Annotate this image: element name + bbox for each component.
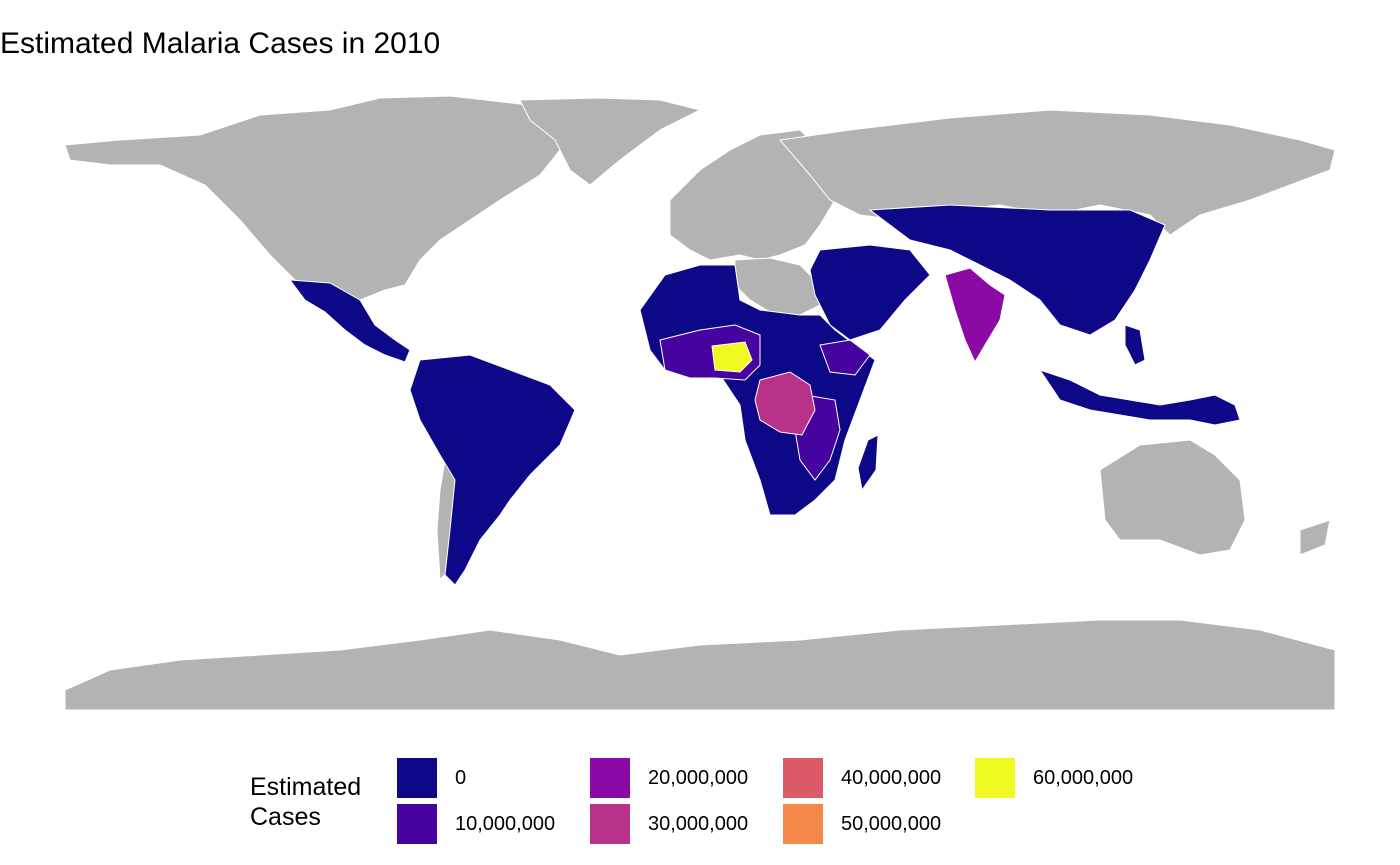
legend-key-swatch — [590, 758, 630, 798]
legend-key-label: 0 — [455, 767, 467, 789]
region-antarctica — [64, 619, 1336, 711]
region-north-africa — [734, 257, 821, 316]
region-new-zealand — [1299, 519, 1331, 556]
region-europe — [669, 129, 836, 261]
legend-key-swatch — [783, 758, 823, 798]
region-mexico-central-america — [288, 279, 411, 363]
region-middle-east — [809, 244, 931, 341]
region-madagascar — [857, 434, 879, 492]
legend-key-swatch — [975, 758, 1015, 798]
region-nigeria — [711, 341, 753, 373]
region-australia — [1099, 439, 1246, 556]
region-india — [944, 267, 1006, 364]
region-asia — [868, 204, 1166, 336]
legend-key-label: 30,000,000 — [648, 813, 749, 835]
legend-key-label: 60,000,000 — [1033, 767, 1134, 789]
data-regions — [288, 204, 1241, 586]
legend-key-label: 10,000,000 — [455, 813, 556, 835]
legend-title-line-1: Estimated — [250, 773, 362, 801]
legend-key-swatch — [590, 804, 630, 844]
region-philippines — [1124, 324, 1146, 366]
region-ethiopia — [819, 339, 871, 376]
region-se-asia-islands — [1038, 369, 1241, 426]
map-title: Estimated Malaria Cases in 2010 — [0, 27, 441, 60]
region-north-america — [64, 95, 602, 301]
legend-title: Estimated Cases — [250, 772, 361, 832]
region-south-america — [409, 354, 576, 586]
legend-key-swatch — [397, 804, 437, 844]
region-dr-congo — [754, 371, 816, 436]
legend-key-label: 50,000,000 — [841, 813, 942, 835]
no-data-regions — [64, 95, 1336, 711]
region-greenland — [519, 97, 702, 186]
legend-key-label: 20,000,000 — [648, 767, 749, 789]
legend-title-line-2: Cases — [250, 803, 321, 831]
legend-key-swatch — [783, 804, 823, 844]
legend-key-swatch — [397, 758, 437, 798]
legend-key-label: 40,000,000 — [841, 767, 942, 789]
